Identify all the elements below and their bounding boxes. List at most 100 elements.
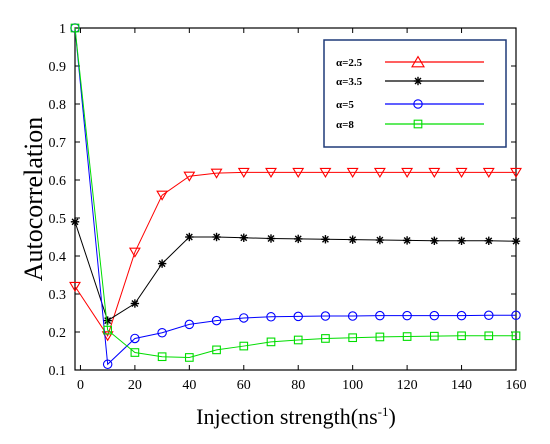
data-point: [511, 236, 521, 246]
y-tick-label: 0.1: [49, 364, 67, 379]
data-point: [484, 236, 493, 245]
data-point: [510, 167, 522, 178]
data-point: [102, 359, 113, 370]
x-tick-label: 40: [182, 378, 196, 393]
legend-marker: [413, 119, 423, 129]
data-point: [484, 310, 494, 321]
data-point: [511, 310, 521, 321]
data-point: [103, 316, 112, 325]
data-point: [347, 311, 358, 321]
data-point: [185, 232, 194, 242]
legend-label: α=5: [336, 99, 354, 111]
data-point: [266, 234, 276, 243]
data-point: [265, 167, 277, 178]
legend-label: α=8: [336, 119, 354, 131]
series-4: [70, 23, 521, 362]
data-point: [401, 167, 414, 178]
data-point: [157, 328, 167, 338]
data-point: [484, 331, 494, 341]
data-point: [294, 234, 303, 244]
data-point: [319, 167, 332, 178]
data-point: [373, 167, 386, 178]
axis-ticks: 0 20 40 60 80 100 120 140 160 0.1 0.2 0.3 0.4 0.5 0.6 0…: [49, 22, 527, 393]
series-line: [74, 27, 516, 366]
data-point: [457, 331, 466, 341]
data-point: [375, 310, 385, 321]
data-point: [375, 235, 385, 245]
data-point: [157, 259, 167, 268]
data-point: [428, 167, 441, 178]
y-tick-label: 0.5: [49, 212, 67, 227]
y-tick-label: 0.3: [49, 288, 67, 303]
data-point: [157, 352, 167, 362]
legend-marker: [413, 76, 423, 86]
legend-marker: [413, 99, 423, 109]
data-point: [70, 217, 80, 226]
y-tick-label: 0.9: [49, 60, 67, 75]
data-point: [211, 315, 222, 326]
data-point: [70, 23, 80, 33]
data-point: [212, 345, 221, 355]
y-tick-label: 0.2: [49, 326, 67, 341]
data-point: [103, 325, 113, 335]
data-point: [130, 299, 140, 308]
data-point: [511, 331, 521, 341]
data-point: [183, 171, 196, 182]
x-tick-label: 60: [237, 378, 251, 393]
series-layer: [69, 23, 522, 370]
data-point: [402, 236, 412, 245]
x-tick-label: 0: [77, 378, 84, 393]
data-point: [69, 281, 81, 292]
data-point: [293, 311, 303, 322]
x-tick-label: 120: [397, 378, 418, 393]
y-tick-label: 1: [59, 22, 66, 37]
data-point: [156, 190, 169, 201]
data-point: [184, 353, 194, 362]
data-point: [128, 247, 141, 258]
series-line: [74, 171, 516, 337]
data-point: [266, 312, 276, 322]
data-point: [184, 319, 195, 330]
legend-label: α=3.5: [336, 76, 363, 88]
x-tick-label: 100: [342, 378, 363, 393]
y-axis-title: Autocorrelation: [19, 117, 48, 282]
data-point: [239, 313, 249, 323]
y-tick-label: 0.6: [49, 174, 67, 189]
y-tick-label: 0.7: [49, 136, 67, 151]
data-point: [457, 236, 466, 245]
data-point: [456, 310, 467, 321]
data-point: [348, 333, 358, 343]
data-point: [320, 311, 331, 321]
data-point: [237, 167, 250, 178]
x-tick-label: 140: [451, 378, 472, 393]
x-tick-label: 80: [291, 378, 305, 393]
legend-label: α=2.5: [336, 57, 363, 69]
data-point: [348, 235, 357, 244]
x-tick-label: 20: [128, 378, 142, 393]
data-point: [130, 333, 140, 344]
series-1: [69, 167, 522, 342]
data-point: [293, 335, 303, 345]
y-tick-label: 0.4: [49, 250, 67, 265]
data-point: [346, 167, 359, 178]
legend-box: [323, 39, 507, 148]
data-point: [482, 167, 495, 178]
data-point: [455, 167, 468, 178]
data-point: [402, 332, 412, 341]
x-tick-label: 160: [506, 378, 527, 393]
series-3: [70, 23, 521, 370]
data-point: [429, 310, 440, 321]
data-point: [239, 341, 249, 351]
x-axis-title: Injection strength(ns-1): [196, 404, 396, 429]
data-point: [321, 334, 330, 343]
data-point: [375, 332, 385, 342]
data-point: [130, 348, 140, 357]
data-point: [429, 331, 439, 341]
data-point: [321, 235, 330, 244]
series-2: [70, 217, 521, 325]
series-line: [74, 27, 516, 358]
data-point: [212, 232, 221, 242]
plot-frame: [74, 27, 517, 371]
data-point: [292, 167, 305, 178]
